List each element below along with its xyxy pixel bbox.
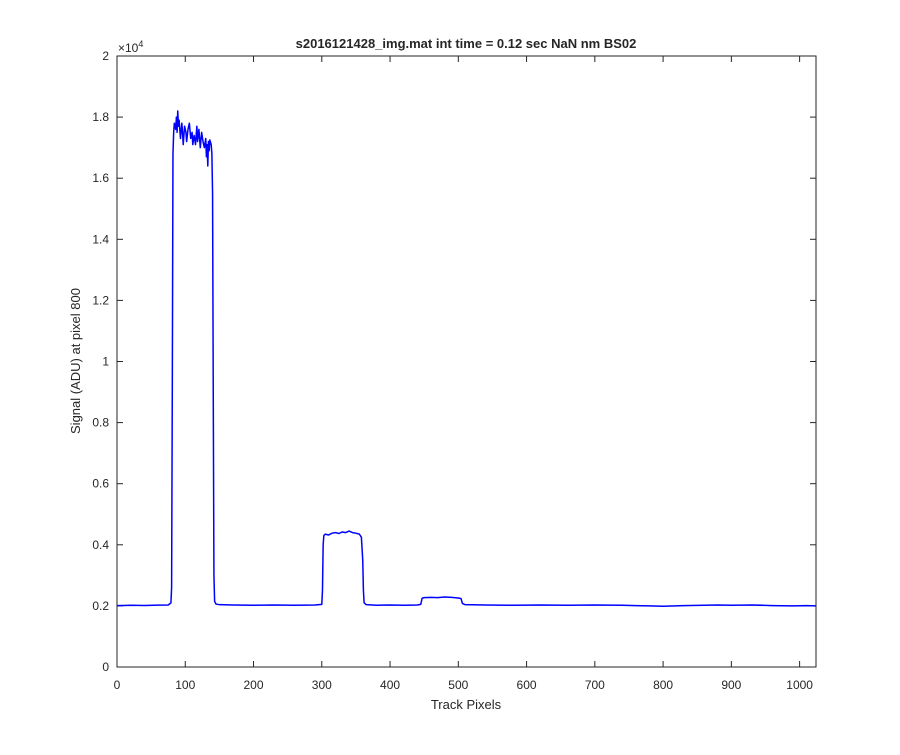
y-exponent-power: 4: [138, 39, 143, 49]
y-axis-ticks: 0 0.2 0.4 0.6 0.8 1 1.2 1.4 1.6 1.8 2: [92, 49, 816, 674]
y-tick-label: 0.6: [92, 477, 109, 491]
x-tick-label: 600: [517, 678, 537, 692]
chart-title: s2016121428_img.mat int time = 0.12 sec …: [296, 36, 637, 51]
y-exponent-base: ×10: [118, 41, 139, 55]
plot-area: [117, 56, 816, 667]
y-tick-label: 1.8: [92, 110, 109, 124]
y-tick-label: 1.4: [92, 232, 109, 246]
x-axis-ticks: 0 100 200 300 400 500 600 700 800 900 1000: [114, 56, 813, 692]
y-tick-label: 2: [102, 49, 109, 63]
y-tick-label: 1.6: [92, 171, 109, 185]
axes-box: [116, 55, 817, 668]
x-tick-label: 300: [312, 678, 332, 692]
x-tick-label: 0: [114, 678, 121, 692]
x-tick-label: 500: [448, 678, 468, 692]
y-tick-label: 0.2: [92, 599, 109, 613]
x-axis-label: Track Pixels: [431, 697, 502, 712]
y-tick-label: 0.4: [92, 538, 109, 552]
x-tick-label: 200: [244, 678, 264, 692]
x-tick-label: 400: [380, 678, 400, 692]
x-tick-label: 100: [175, 678, 195, 692]
y-tick-label: 1: [102, 355, 109, 369]
y-tick-label: 1.2: [92, 293, 109, 307]
series-line: [116, 110, 817, 607]
y-tick-label: 0.8: [92, 416, 109, 430]
y-axis-label: Signal (ADU) at pixel 800: [68, 288, 83, 434]
y-tick-label: 0: [102, 660, 109, 674]
x-tick-label: 700: [585, 678, 605, 692]
x-tick-label: 800: [653, 678, 673, 692]
x-tick-label: 1000: [786, 678, 813, 692]
x-tick-label: 900: [721, 678, 741, 692]
y-axis-exponent-label: ×104: [118, 39, 143, 55]
